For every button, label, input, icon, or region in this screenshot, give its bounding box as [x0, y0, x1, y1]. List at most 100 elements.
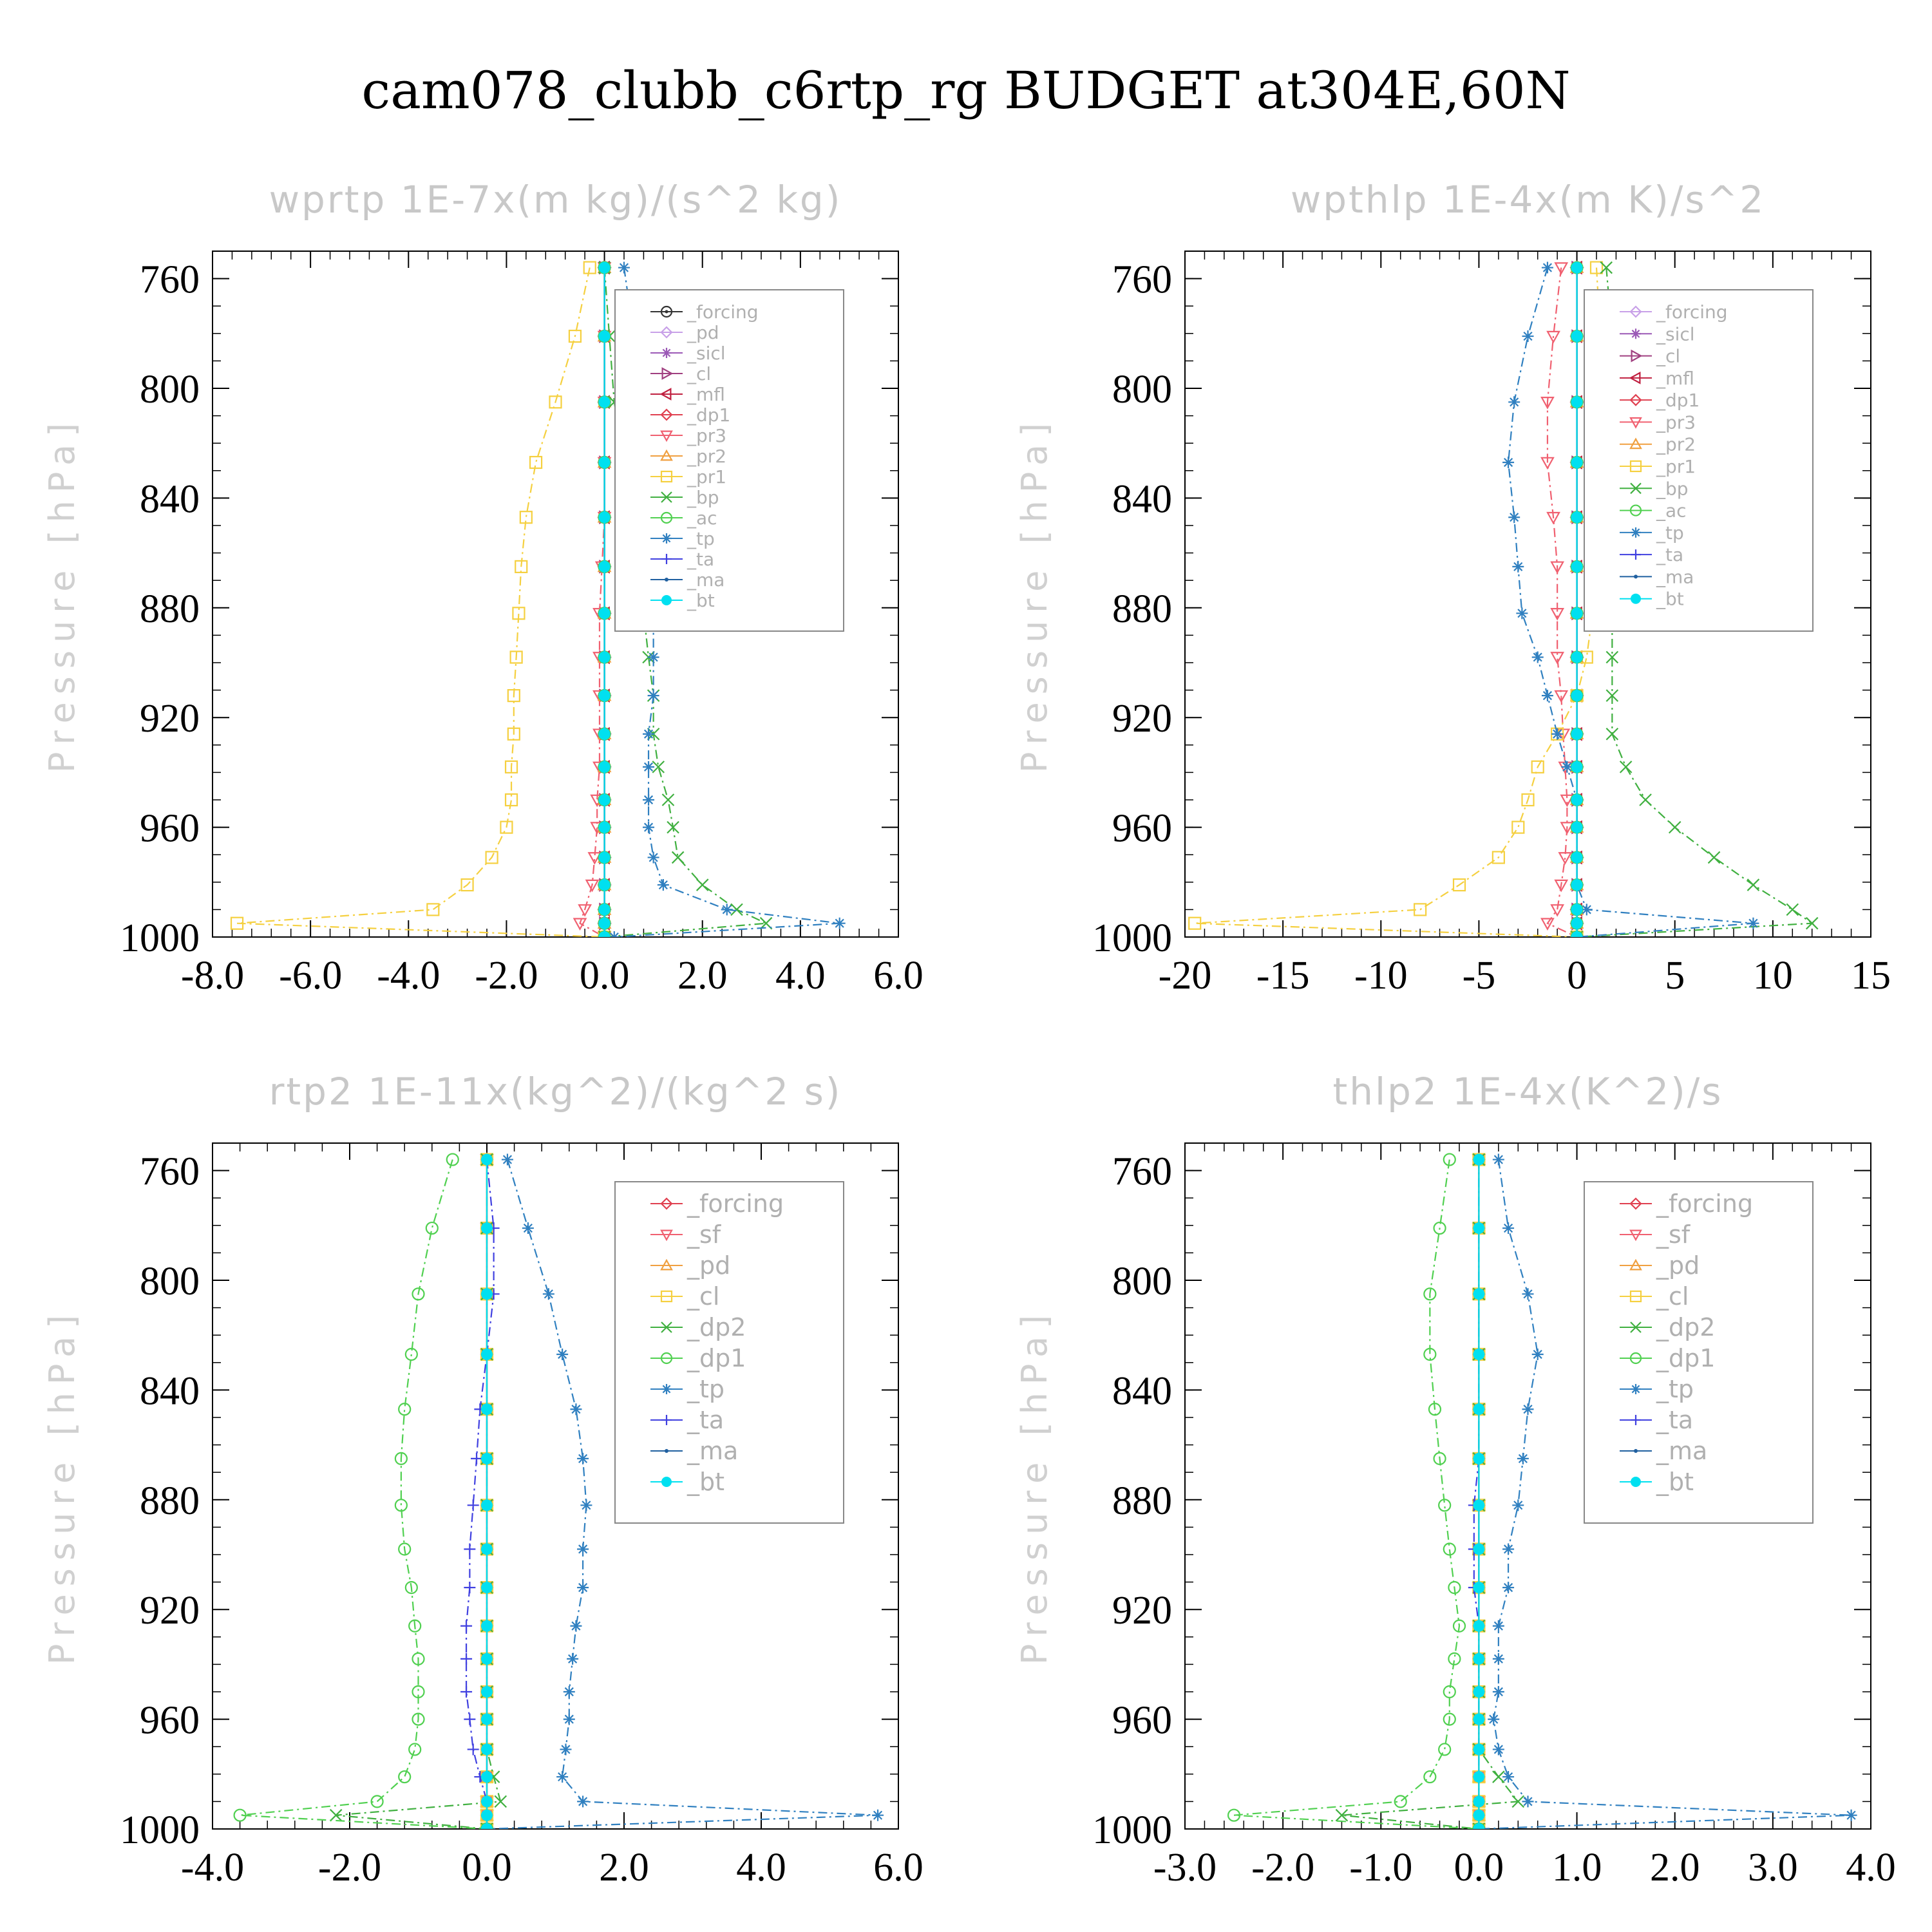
data-point	[1541, 261, 1553, 274]
legend-label: _mfl	[1656, 368, 1694, 389]
x-tick-label: 0.0	[1454, 1846, 1504, 1889]
data-point	[1805, 916, 1819, 930]
data-point	[1571, 511, 1583, 524]
x-tick-label: 0.0	[580, 954, 630, 998]
y-tick-label: 920	[1112, 1589, 1172, 1633]
data-point	[1502, 1771, 1515, 1783]
data-point	[329, 1808, 343, 1822]
data-point	[1517, 1452, 1529, 1464]
data-point	[577, 1582, 589, 1594]
data-point	[652, 761, 665, 773]
legend: _forcing_sicl_cl_mfl_dp1_pr3_pr2_pr1_bp_…	[1584, 289, 1814, 632]
data-point	[481, 1823, 493, 1829]
data-point	[1521, 793, 1535, 807]
data-point	[585, 879, 600, 893]
x-tick-label: -1.0	[1349, 1846, 1412, 1889]
series-line-tp	[1507, 267, 1754, 937]
data-point	[467, 1743, 479, 1756]
legend-label: _pr3	[1656, 412, 1696, 433]
data-point	[1423, 1347, 1437, 1361]
data-point	[1452, 878, 1466, 892]
legend-label: _bp	[1656, 478, 1689, 499]
y-axis-label: Pressure [hPa]	[42, 1307, 82, 1665]
x-tick-label: 4.0	[1846, 1846, 1896, 1889]
data-point	[1550, 652, 1565, 665]
data-point	[1473, 1582, 1485, 1594]
legend-marker	[1629, 305, 1642, 318]
x-tick-label: 1.0	[1552, 1846, 1602, 1889]
data-point	[481, 1713, 493, 1725]
data-point	[1558, 852, 1573, 865]
data-point	[598, 851, 611, 864]
data-point	[598, 761, 611, 773]
data-point	[1522, 1288, 1534, 1300]
y-tick-label: 800	[140, 1260, 200, 1303]
data-point	[1845, 1809, 1857, 1821]
data-point	[408, 1743, 422, 1756]
data-point	[1443, 1685, 1456, 1699]
legend-marker	[1631, 1477, 1641, 1487]
data-point	[230, 916, 244, 930]
x-tick-label: -4.0	[377, 954, 440, 998]
data-point	[1531, 1349, 1544, 1361]
data-point	[1561, 761, 1573, 773]
x-tick-label: -4.0	[181, 1846, 244, 1889]
legend-marker	[1631, 1415, 1641, 1425]
data-point	[577, 1452, 589, 1464]
data-point	[1492, 1153, 1504, 1166]
legend-box	[614, 1181, 844, 1524]
y-tick-label: 760	[140, 1150, 200, 1194]
data-point	[1605, 727, 1619, 741]
legend-label: _pd	[687, 322, 719, 343]
data-point	[1571, 330, 1583, 343]
legend-label: _dp1	[687, 404, 730, 426]
data-point	[1540, 918, 1555, 931]
legend-marker	[660, 1258, 673, 1271]
legend: _forcing_sf_pd_cl_dp2 _dp1 _tp _ta _ma _bt	[1584, 1181, 1814, 1524]
data-point	[1546, 330, 1560, 344]
y-tick-label: 920	[140, 1589, 200, 1633]
y-tick-label: 960	[140, 807, 200, 851]
panel-title: wprtp 1E-7x(m kg)/(s^2 kg)	[269, 178, 842, 222]
data-point	[1502, 1582, 1515, 1594]
y-tick-label: 1000	[120, 1808, 200, 1852]
data-point	[481, 1582, 493, 1594]
legend-marker	[661, 1477, 672, 1487]
data-point	[643, 794, 655, 806]
legend-label: _cl	[687, 1282, 719, 1311]
data-point	[598, 794, 611, 806]
legend-label: _ma	[1656, 566, 1694, 587]
data-point	[667, 820, 679, 834]
data-point	[1571, 879, 1583, 891]
x-tick-label: -6.0	[279, 954, 342, 998]
data-point	[567, 1653, 579, 1665]
legend-marker	[1629, 1352, 1642, 1365]
data-point	[370, 1795, 384, 1808]
data-point	[1492, 851, 1505, 864]
series-line-dp1	[240, 1159, 488, 1829]
legend-marker	[1634, 1449, 1638, 1453]
data-point	[1492, 1620, 1504, 1632]
data-point	[1502, 1543, 1515, 1555]
data-point	[598, 651, 611, 663]
data-point	[1571, 457, 1583, 469]
y-tick-label: 840	[1112, 1369, 1172, 1413]
legend-box	[1584, 1181, 1814, 1524]
data-point	[1433, 1452, 1446, 1465]
legend-label: _forcing	[1656, 1189, 1753, 1218]
panel-title: wpthlp 1E-4x(m K)/s^2	[1291, 178, 1765, 222]
data-point	[1512, 560, 1524, 573]
data-point	[1522, 1403, 1534, 1416]
data-point	[1571, 761, 1583, 773]
data-point	[1473, 1222, 1485, 1235]
data-point	[671, 851, 685, 864]
legend-label: _sf	[1656, 1220, 1691, 1249]
data-point	[1438, 1743, 1452, 1756]
legend-marker	[660, 449, 673, 461]
data-point	[560, 1743, 572, 1756]
legend-marker	[660, 1197, 673, 1210]
data-point	[1443, 1712, 1456, 1726]
data-point	[1492, 1686, 1504, 1698]
legend-label: _ac	[687, 507, 717, 529]
data-point	[1522, 1795, 1534, 1808]
